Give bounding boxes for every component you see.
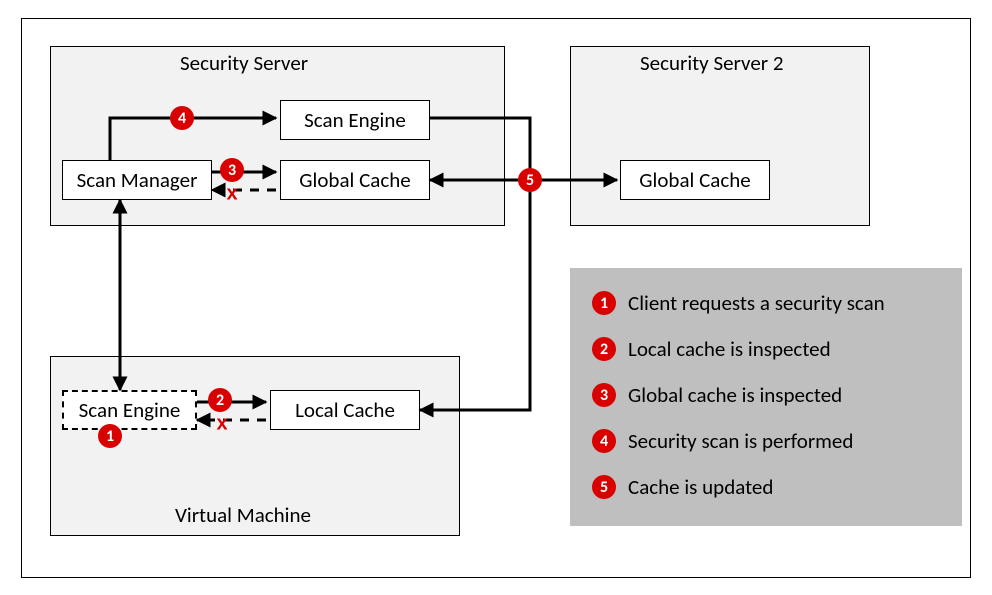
step-badge-4: 4: [170, 106, 194, 130]
legend-text-2: Local cache is inspected: [628, 336, 831, 362]
legend-badge-2: 2: [592, 337, 616, 361]
node-global-cache-1: Global Cache: [280, 160, 430, 200]
node-local-cache: Local Cache: [270, 390, 420, 430]
diagram-canvas: Security Server Security Server 2 Virtual …: [0, 0, 992, 595]
node-scan-engine-1: Scan Engine: [280, 100, 430, 140]
container-label-security-server-2: Security Server 2: [640, 50, 784, 76]
step-badge-2: 2: [208, 388, 232, 412]
legend-row-5: 5 Cache is updated: [592, 474, 773, 500]
node-scan-engine-2: Scan Engine: [62, 390, 197, 430]
step-badge-1: 1: [98, 424, 122, 448]
legend-row-1: 1 Client requests a security scan: [592, 290, 885, 316]
legend-row-4: 4 Security scan is performed: [592, 428, 853, 454]
node-global-cache-2: Global Cache: [620, 160, 770, 200]
legend-text-1: Client requests a security scan: [628, 290, 885, 316]
legend-text-3: Global cache is inspected: [628, 382, 842, 408]
legend-text-5: Cache is updated: [628, 474, 773, 500]
legend-badge-5: 5: [592, 475, 616, 499]
legend-row-2: 2 Local cache is inspected: [592, 336, 831, 362]
step-badge-3: 3: [220, 158, 244, 182]
node-scan-manager: Scan Manager: [62, 160, 212, 200]
legend-row-3: 3 Global cache is inspected: [592, 382, 842, 408]
xmark-icon: x: [216, 413, 227, 436]
container-label-virtual-machine: Virtual Machine: [175, 502, 311, 528]
legend-badge-4: 4: [592, 429, 616, 453]
container-label-security-server: Security Server: [180, 50, 308, 76]
legend-badge-1: 1: [592, 291, 616, 315]
xmark-icon: x: [226, 183, 237, 206]
step-badge-5: 5: [518, 168, 542, 192]
legend-text-4: Security scan is performed: [628, 428, 853, 454]
legend-badge-3: 3: [592, 383, 616, 407]
